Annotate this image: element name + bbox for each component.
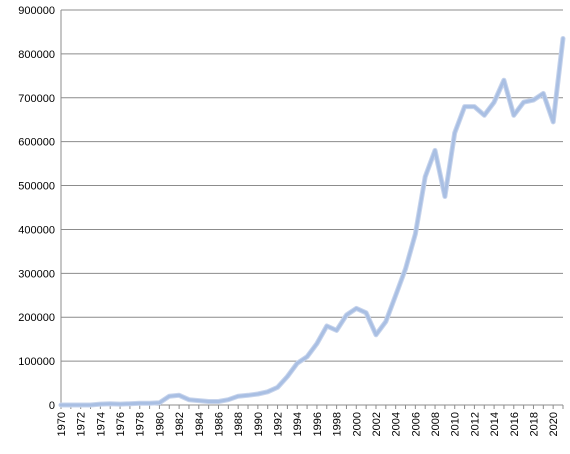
y-tick-label: 300000	[18, 268, 55, 280]
gridlines	[61, 9, 563, 362]
y-tick-label: 200000	[18, 312, 55, 324]
data-point	[99, 402, 102, 406]
data-point	[69, 403, 73, 407]
data-point	[532, 98, 535, 102]
data-point	[423, 175, 427, 178]
y-tick-label: 100000	[18, 356, 55, 368]
x-tick-label: 2020	[548, 412, 560, 436]
data-point	[187, 398, 191, 401]
data-point	[168, 395, 171, 398]
x-tick-label: 1988	[233, 412, 245, 436]
y-tick-label: 0	[49, 400, 55, 412]
data-point	[217, 400, 220, 403]
data-point	[266, 390, 269, 394]
data-point	[109, 402, 112, 405]
y-tick-labels: 0 100000 200000 300000 400000 500000 600000 700…	[18, 5, 55, 412]
x-tick-label: 2018	[528, 412, 540, 436]
data-point	[384, 320, 388, 323]
y-tick-label: 800000	[18, 49, 55, 61]
data-point	[138, 402, 141, 405]
data-point	[177, 394, 181, 397]
x-tick-label: 1986	[213, 412, 225, 436]
data-point	[246, 394, 250, 397]
x-tick-label: 2004	[391, 412, 403, 436]
x-tick-label: 1980	[154, 412, 166, 436]
data-point	[158, 401, 161, 405]
y-tick-label: 600000	[18, 137, 55, 149]
series-layer	[58, 36, 566, 408]
x-tick-label: 1998	[332, 412, 344, 436]
x-tick-label: 1994	[292, 412, 304, 436]
x-tick-label: 1992	[273, 412, 285, 436]
data-point	[197, 399, 201, 402]
data-point	[89, 403, 92, 407]
x-tick-label: 1970	[56, 412, 68, 436]
x-tick-label: 2006	[410, 412, 422, 436]
x-tick-label: 1978	[135, 412, 147, 436]
y-tick-label: 400000	[18, 224, 55, 236]
data-point	[286, 375, 289, 378]
data-point	[492, 100, 496, 104]
data-point	[473, 105, 476, 108]
data-point	[404, 267, 407, 271]
data-point	[542, 92, 545, 95]
data-point	[463, 105, 466, 108]
x-tick-label: 2016	[509, 412, 521, 436]
x-tick-label: 1972	[76, 412, 88, 436]
data-point	[335, 329, 338, 332]
x-tick-label: 2014	[489, 412, 501, 436]
y-tick-label: 900000	[18, 5, 55, 17]
data-point	[207, 400, 210, 403]
data-point	[128, 402, 132, 405]
data-point	[79, 403, 82, 407]
data-point	[325, 324, 328, 328]
series-line	[59, 37, 565, 407]
data-point	[374, 333, 378, 336]
data-point	[551, 120, 555, 124]
data-point	[443, 195, 447, 198]
data-point	[276, 386, 279, 389]
data-point	[561, 37, 565, 40]
data-point	[345, 313, 348, 317]
data-point	[296, 362, 299, 365]
data-point	[256, 392, 260, 396]
x-tick-label: 2008	[430, 412, 442, 436]
data-point	[227, 398, 230, 401]
x-tick-label: 1990	[253, 412, 265, 436]
x-tick-label: 2012	[469, 412, 481, 436]
data-point	[483, 114, 486, 117]
data-point	[355, 307, 358, 310]
x-tick-label: 2000	[351, 412, 363, 436]
data-point	[433, 149, 437, 152]
x-tick-label: 1996	[312, 412, 324, 436]
data-point	[118, 402, 122, 406]
x-tick-label: 2002	[371, 412, 383, 436]
data-point	[453, 131, 456, 135]
data-point	[315, 342, 319, 345]
data-point	[236, 395, 240, 398]
data-point	[148, 402, 151, 405]
data-point	[305, 355, 309, 358]
data-point	[512, 114, 515, 117]
data-point	[502, 79, 506, 82]
x-tick-labels: 1970 1972 1974 1976 1978 1980 1982 1984 1986 1988…	[56, 412, 560, 436]
x-tick-label: 1976	[115, 412, 127, 436]
data-point	[522, 100, 525, 104]
x-tick-label: 1982	[174, 412, 186, 436]
data-point	[364, 311, 368, 315]
x-tick-label: 1984	[194, 412, 206, 436]
x-tick-label: 1974	[95, 412, 107, 436]
data-point	[394, 294, 397, 297]
data-point	[59, 403, 63, 407]
y-tick-label: 500000	[18, 181, 55, 193]
y-tick-label: 700000	[18, 93, 55, 105]
data-point	[414, 232, 417, 236]
x-tick-label: 2010	[450, 412, 462, 436]
